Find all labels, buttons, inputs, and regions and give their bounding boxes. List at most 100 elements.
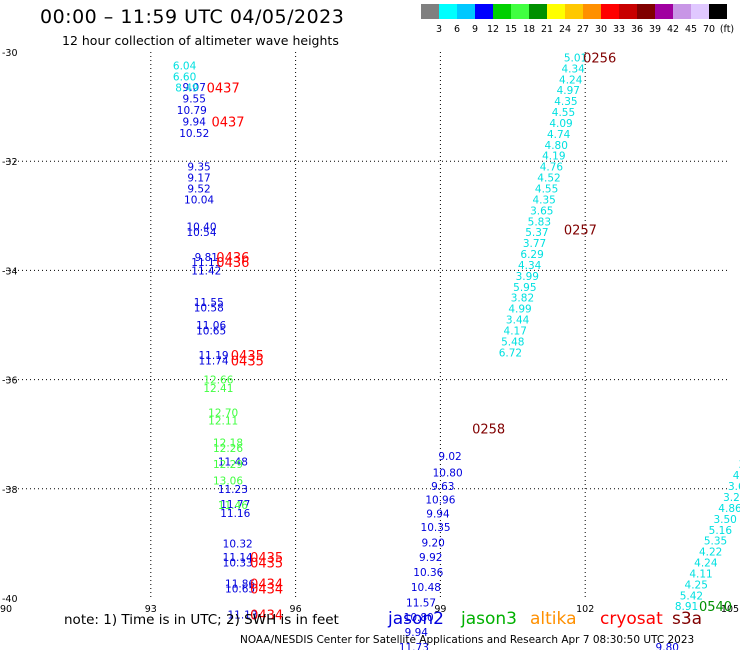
data-point-jason2: 11.86 — [225, 578, 255, 590]
mission-altika-label: altika — [530, 609, 577, 629]
y-tick-label: -40 — [2, 594, 18, 605]
color-scale-label: 6 — [453, 24, 461, 35]
data-point-jason3: 12.66 — [203, 375, 233, 387]
data-point-altika: 3.99 — [516, 271, 539, 283]
color-scale-swatch — [421, 4, 439, 19]
data-point-jason2: 9.07 — [183, 82, 206, 94]
mission-cryosat-label: cryosat — [600, 609, 663, 629]
data-point-altika: 3.77 — [523, 238, 546, 250]
data-point-jason3: 12.29 — [213, 459, 243, 471]
color-scale-swatch — [583, 4, 601, 19]
x-tick-label: 93 — [145, 604, 157, 615]
color-scale-swatch — [493, 4, 511, 19]
data-point-jason2: 11.55 — [194, 297, 224, 309]
data-point-jason2: 11.06 — [196, 320, 226, 332]
pass-time-label: 0437 — [211, 115, 244, 130]
data-point-altika: 4.35 — [532, 194, 555, 206]
x-tick-label: 96 — [290, 604, 302, 615]
data-point-altika: 4.80 — [545, 140, 568, 152]
data-point-jason2: 11.14 — [223, 552, 253, 564]
color-scale-label: 3 — [435, 24, 443, 35]
data-point-altika: 5.95 — [513, 282, 536, 294]
data-point-altika: 8.91 — [675, 601, 698, 613]
data-point-altika: 3.4 — [739, 459, 740, 471]
data-point-jason2: 10.79 — [177, 105, 207, 117]
color-scale-swatch — [673, 4, 691, 19]
data-point-jason2: 10.35 — [421, 522, 451, 534]
data-point-altika: 4.55 — [535, 184, 558, 196]
data-point-altika: 5.83 — [528, 216, 551, 228]
data-point-jason2: 11.19 — [199, 350, 229, 362]
data-point-jason2: 9.94 — [405, 627, 429, 639]
data-point-jason2: 10.58 — [194, 303, 224, 315]
data-point-jason3: 13.06 — [213, 476, 243, 488]
data-point-altika: 4.17 — [504, 325, 527, 337]
y-tick-label: -36 — [2, 376, 18, 387]
data-point-altika: 4.52 — [537, 173, 560, 185]
data-point-altika: 4.97 — [557, 85, 580, 97]
color-scale-swatch — [619, 4, 637, 19]
data-point-jason2: 11.77 — [220, 499, 250, 511]
data-point-altika: 3.50 — [713, 514, 736, 526]
color-scale-label: 21 — [540, 24, 554, 35]
color-scale-label: 45 — [684, 24, 698, 35]
color-scale-label: 27 — [576, 24, 590, 35]
pass-time-label: 0436 — [216, 256, 249, 271]
y-tick-label: -32 — [2, 157, 18, 168]
data-point-altika: 4.34 — [561, 63, 585, 75]
color-scale-swatch — [637, 4, 655, 19]
data-point-altika: 4.24 — [559, 74, 583, 86]
data-point-jason2: 11.73 — [399, 642, 429, 650]
data-point-altika: 4.19 — [542, 151, 565, 163]
data-point-jason2: 11.13 — [227, 609, 257, 621]
data-point-jason2: 11.16 — [220, 508, 250, 520]
data-point-jason2: 11.23 — [218, 484, 248, 496]
data-point-altika: 4.26 — [733, 470, 740, 482]
data-point-altika: 4.86 — [718, 503, 740, 515]
mission-s3a-label: s3a — [672, 609, 703, 629]
data-point-altika: 3.82 — [511, 293, 534, 305]
data-point-jason3: 12.26 — [213, 443, 243, 455]
data-point-altika: 4.74 — [547, 129, 571, 141]
data-point-jason2: 10.80 — [404, 612, 434, 624]
color-scale-label: 39 — [648, 24, 662, 35]
y-tick-label: -30 — [2, 48, 18, 59]
data-point-jason3: 12.11 — [208, 416, 238, 428]
x-tick-label: 90 — [0, 604, 12, 615]
footer-note: note: 1) Time is in UTC; 2) SWH is in fe… — [64, 612, 339, 628]
color-scale-label: 30 — [594, 24, 608, 35]
pass-time-label: 0435 — [250, 557, 283, 572]
color-scale-label: 24 — [558, 24, 572, 35]
data-point-jason2: 9.94 — [426, 508, 450, 520]
x-tick-label: 102 — [576, 604, 594, 615]
data-point-altika: 4.24 — [694, 558, 718, 570]
x-tick-label: 105 — [721, 604, 739, 615]
color-scale-swatch — [511, 4, 529, 19]
color-scale-swatch — [475, 4, 493, 19]
data-point-altika: 5.48 — [501, 336, 524, 348]
data-point-jason2: 10.65 — [196, 325, 226, 337]
pass-time-label: 0434 — [250, 577, 283, 592]
color-scale-label: 18 — [522, 24, 536, 35]
data-point-altika: 5.37 — [525, 227, 548, 239]
data-point-jason2: 9.94 — [183, 116, 207, 128]
data-point-jason2: 11.48 — [218, 457, 248, 469]
data-point-jason2: 11.57 — [406, 597, 436, 609]
color-scale-swatch — [439, 4, 457, 19]
data-point-jason2: 10.96 — [425, 495, 455, 507]
data-point-altika: 5.01 — [564, 52, 587, 64]
data-point-altika: 6.04 — [173, 61, 197, 73]
data-point-jason3: 12.18 — [213, 437, 243, 449]
data-point-altika: 5.35 — [704, 536, 727, 548]
pass-time-label: 0434 — [250, 583, 283, 598]
color-scale-swatch — [529, 4, 547, 19]
color-scale-label: 15 — [504, 24, 518, 35]
data-point-jason3: 12.70 — [208, 407, 238, 419]
data-point-jason2: 9.20 — [421, 537, 444, 549]
data-point-altika: 4.09 — [549, 118, 572, 130]
pass-time-label: 0436 — [216, 251, 249, 266]
data-point-altika: 4.55 — [552, 107, 575, 119]
data-point-altika: 6.60 — [173, 72, 196, 84]
y-tick-label: -34 — [2, 266, 18, 277]
data-point-jason3: 12.41 — [203, 383, 233, 395]
